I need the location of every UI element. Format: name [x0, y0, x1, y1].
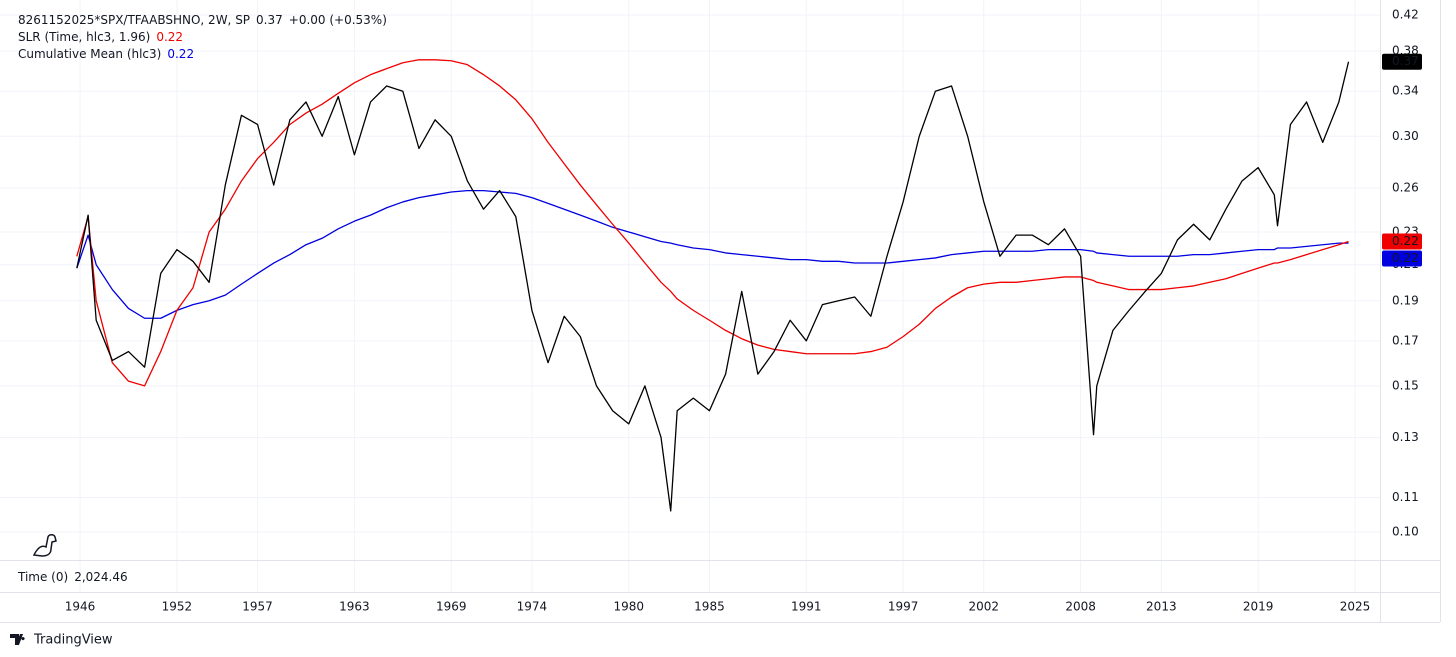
price-badge-label: 0.22 — [1392, 234, 1419, 248]
lower-pane-legend: Time (0) 2,024.46 — [17, 570, 128, 584]
series-line — [76, 189, 1349, 319]
lower-pane-label: Time (0) — [17, 570, 68, 584]
y-tick-label: 0.10 — [1392, 524, 1419, 538]
brand-logo — [10, 634, 25, 645]
plot — [76, 59, 1350, 512]
x-tick-label: 1980 — [613, 600, 644, 614]
price-badge — [1382, 250, 1422, 267]
y-tick-label: 0.13 — [1392, 430, 1419, 444]
lower-pane-value: 2,024.46 — [74, 570, 127, 584]
x-tick-label: 2025 — [1340, 600, 1371, 614]
legend-value: 0.22 — [167, 47, 194, 61]
frame — [0, 0, 1441, 623]
x-tick-label: 1957 — [242, 600, 273, 614]
y-tick-label: 0.34 — [1392, 84, 1419, 98]
dino-path — [32, 534, 57, 557]
dino-icon — [32, 534, 57, 557]
legend-title: 8261152025*SPX/TFAABSHNO, 2W, SP 0.37 +0.0… — [18, 13, 387, 27]
labels: 0.100.110.130.150.170.190.210.230.260.30… — [65, 8, 1422, 614]
y-tick-label: 0.42 — [1392, 8, 1419, 22]
price-badge-label: 0.37 — [1392, 54, 1419, 68]
legend-entry: SLR (Time, hlc3, 1.96) 0.22 — [18, 30, 183, 44]
y-tick-label: 0.30 — [1392, 129, 1419, 143]
series-line — [76, 61, 1350, 512]
symbol: 8261152025*SPX/TFAABSHNO, 2W, SP — [18, 13, 250, 27]
y-tick-label: 0.15 — [1392, 378, 1419, 392]
x-tick-label: 2019 — [1243, 600, 1274, 614]
brand-name: TradingView — [33, 633, 113, 648]
change: +0.00 (+0.53%) — [289, 13, 387, 27]
grid — [0, 0, 1380, 592]
x-tick-label: 1952 — [162, 600, 193, 614]
y-tick-label: 0.17 — [1392, 333, 1419, 347]
x-tick-label: 2002 — [969, 600, 1000, 614]
x-tick-label: 1969 — [436, 600, 467, 614]
last-value: 0.37 — [256, 13, 283, 27]
x-tick-label: 1985 — [694, 600, 725, 614]
price-badge — [1382, 53, 1422, 70]
legend-name: Cumulative Mean (hlc3) — [18, 47, 161, 61]
x-tick-label: 2013 — [1146, 600, 1177, 614]
legend: 8261152025*SPX/TFAABSHNO, 2W, SP 0.37 +0.0… — [18, 13, 387, 61]
y-tick-label: 0.11 — [1392, 490, 1419, 504]
price-badge-label: 0.22 — [1392, 251, 1419, 265]
price-badge — [1382, 233, 1422, 250]
legend-value: 0.22 — [156, 30, 183, 44]
legend-entry: Cumulative Mean (hlc3) 0.22 — [18, 47, 194, 61]
brand: TradingView — [10, 633, 113, 648]
x-tick-label: 1963 — [339, 600, 370, 614]
x-tick-label: 1991 — [791, 600, 822, 614]
x-tick-label: 1997 — [888, 600, 919, 614]
y-tick-label: 0.26 — [1392, 180, 1419, 194]
series-line — [76, 59, 1349, 387]
x-tick-label: 1974 — [517, 600, 548, 614]
y-tick-label: 0.19 — [1392, 293, 1419, 307]
legend-name: SLR (Time, hlc3, 1.96) — [18, 30, 150, 44]
x-tick-label: 1946 — [65, 600, 96, 614]
x-tick-label: 2008 — [1065, 600, 1096, 614]
